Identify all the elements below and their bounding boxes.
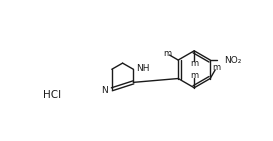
Text: m: m bbox=[212, 63, 220, 72]
Text: NO₂: NO₂ bbox=[224, 56, 241, 65]
Text: m: m bbox=[164, 49, 172, 58]
Text: NH: NH bbox=[136, 64, 150, 73]
Text: m: m bbox=[190, 71, 198, 80]
Text: HCl: HCl bbox=[43, 90, 61, 100]
Text: m: m bbox=[190, 59, 198, 68]
Text: N: N bbox=[101, 86, 108, 95]
